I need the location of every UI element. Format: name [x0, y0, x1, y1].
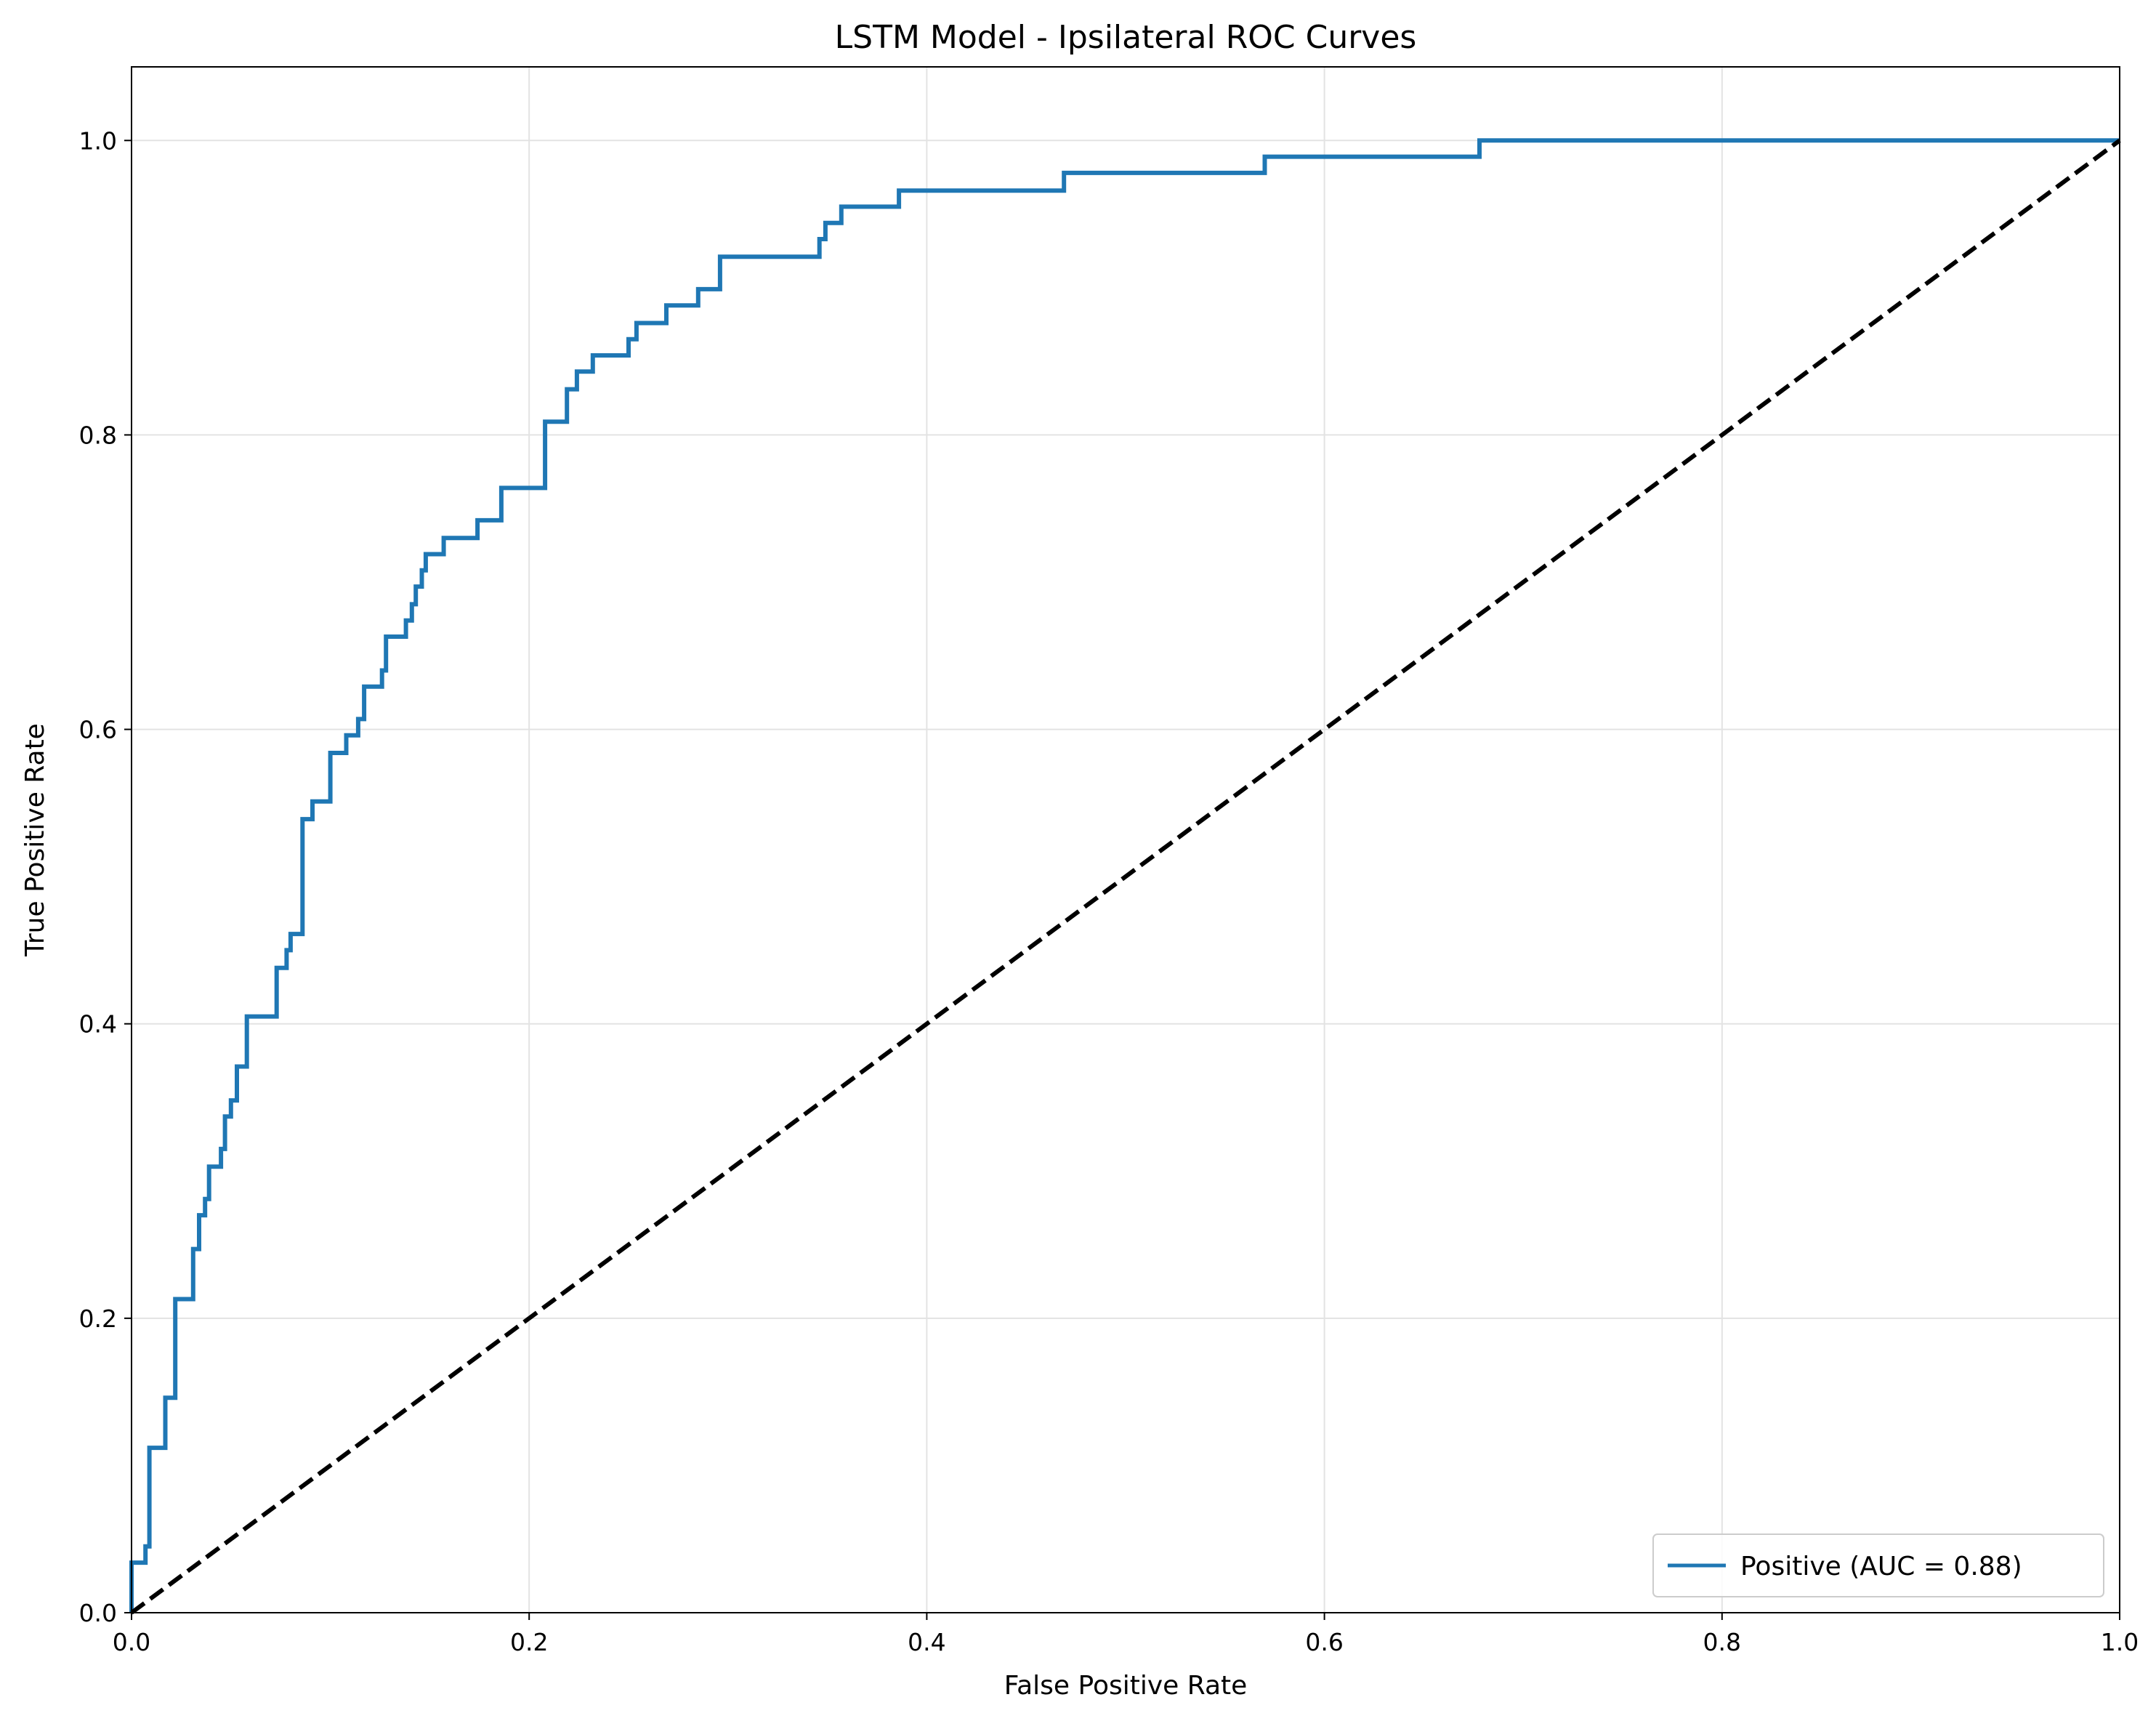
chance-diagonal-line: [130, 138, 2121, 1615]
legend-label-positive: Positive (AUC = 0.88): [1740, 1552, 2022, 1581]
y-tick-label-4: 0.8: [79, 421, 117, 449]
y-tick-label-5: 1.0: [79, 126, 117, 155]
x-tick-label-1: 0.2: [510, 1628, 548, 1656]
plot-frame: [131, 66, 2120, 1613]
series-layer: [129, 138, 2121, 1615]
legend: Positive (AUC = 0.88): [1652, 1533, 2104, 1597]
x-axis-title: False Positive Rate: [1004, 1671, 1248, 1701]
roc-curve-positive: [129, 138, 2120, 1613]
x-tick-label-5: 1.0: [2101, 1628, 2139, 1656]
ticks: 0.0 0.2 0.4 0.6 0.8 1.0 0.0 0.2 0.4 0.6 0.8 1.0: [79, 126, 2139, 1656]
y-tick-label-3: 0.6: [79, 716, 117, 744]
x-tick-label-4: 0.8: [1703, 1628, 1741, 1656]
chart-title: LSTM Model - Ipsilateral ROC Curves: [835, 19, 1417, 56]
x-tick-label-0: 0.0: [113, 1628, 150, 1656]
y-tick-label-0: 0.0: [79, 1599, 117, 1627]
x-tick-label-3: 0.6: [1305, 1628, 1343, 1656]
y-tick-label-2: 0.4: [79, 1010, 117, 1039]
legend-box: [1652, 1533, 2104, 1597]
x-tick-label-2: 0.4: [908, 1628, 945, 1656]
y-axis-title: True Positive Rate: [20, 723, 50, 957]
y-tick-label-1: 0.2: [79, 1305, 117, 1333]
